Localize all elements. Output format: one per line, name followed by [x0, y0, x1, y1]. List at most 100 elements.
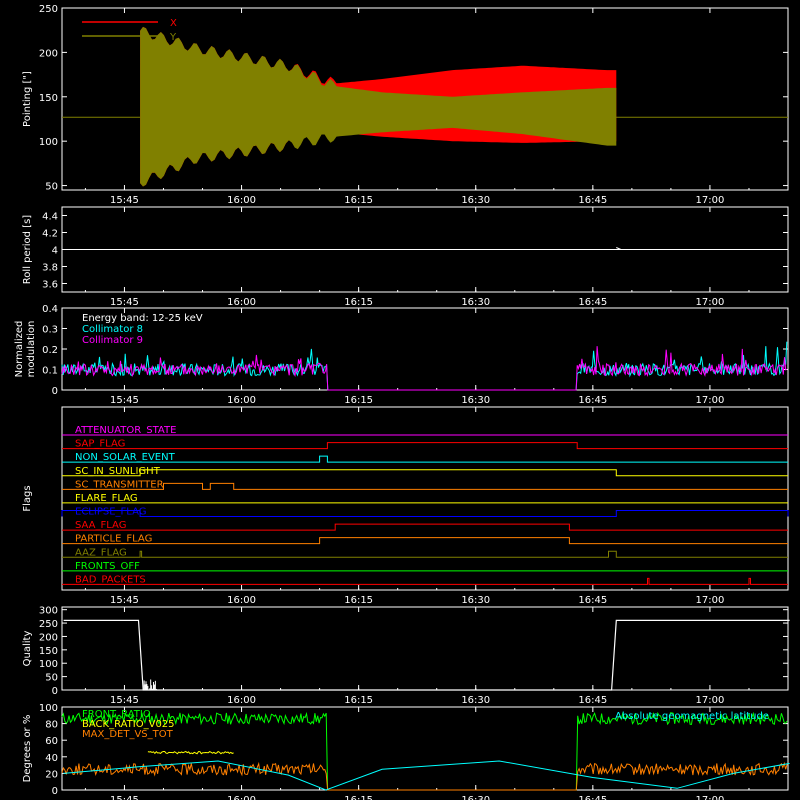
flag-line-particle_flag	[62, 537, 788, 545]
x-tick-label: 16:30	[461, 695, 490, 706]
x-tick-label: 16:45	[578, 395, 607, 406]
legend-label-3: Absolute geomagnetic latitude	[615, 711, 769, 722]
y-tick-label: 150	[39, 93, 58, 104]
series-collimator-1	[61, 346, 787, 391]
flag-line-eclipse_flag	[61, 510, 789, 517]
x-tick-label: 16:15	[344, 195, 373, 206]
x-tick-label: 15:45	[110, 297, 139, 308]
y-tick-label: 3.8	[42, 263, 58, 274]
panel-frame	[61, 7, 789, 191]
flag-line-non_solar_event	[62, 455, 788, 463]
x-tick-label: 16:45	[578, 795, 607, 800]
x-tick-label: 15:45	[110, 395, 139, 406]
y-tick-label: 0	[52, 386, 58, 397]
x-tick-label: 16:30	[461, 297, 490, 308]
flag-line-sc_transmitter	[62, 482, 788, 490]
flag-label-aaz_flag: AAZ_FLAG	[75, 547, 127, 558]
y-tick-label: 0.1	[42, 366, 58, 377]
y-tick-label: 250	[39, 4, 58, 15]
flag-label-sap_flag: SAP_FLAG	[75, 439, 125, 450]
y-tick-label: 200	[39, 48, 58, 59]
x-tick-label: 16:15	[344, 395, 373, 406]
x-tick-label: 16:45	[578, 695, 607, 706]
y-tick-label: 100	[39, 137, 58, 148]
flag-label-non_solar_event: NON_SOLAR_EVENT	[75, 452, 176, 463]
x-tick-label: 15:45	[110, 195, 139, 206]
y-axis-label: modulation	[26, 321, 37, 378]
y-tick-label: 300	[39, 606, 58, 617]
x-tick-label: 15:45	[110, 595, 139, 606]
x-tick-label: 16:45	[578, 297, 607, 308]
x-tick-label: 17:00	[696, 595, 725, 606]
flag-label-flare_flag: FLARE_FLAG	[75, 493, 138, 504]
x-tick-label: 16:00	[227, 297, 256, 308]
flag-line-sap_flag	[62, 442, 788, 450]
panel-4: 15:45 16:00 16:15 16:30 16:45 17:00 0 50 100 150 2…	[22, 606, 790, 706]
y-tick-label: 50	[45, 182, 58, 193]
panel-2: 15:45 16:00 16:15 16:30 16:45 17:00 0 0.1 0.2 0.3…	[14, 304, 789, 406]
panel-0: 15:45 16:00 16:15 16:30 16:45 17:00 50 100 150 20…	[22, 4, 789, 206]
panel-1: 15:45 16:00 16:15 16:30 16:45 17:00 3.6 3.8 4 4.2…	[22, 206, 789, 308]
x-tick-label: 15:45	[110, 795, 139, 800]
x-tick-label: 16:15	[344, 795, 373, 800]
series-absolute-geomagnetic-latitude	[63, 760, 790, 791]
x-tick-label: 16:45	[578, 595, 607, 606]
y-tick-label: 0.3	[42, 325, 58, 336]
y-tick-label: 0	[52, 786, 58, 797]
y-tick-label: 40	[45, 753, 58, 764]
flag-line-aaz_flag	[62, 550, 788, 558]
y-axis-label: Roll period [s]	[22, 215, 33, 284]
flag-line-saa_flag	[62, 523, 788, 531]
flag-label-sc_in_sunlight: SC_IN_SUNLIGHT	[75, 466, 161, 477]
y-tick-label: 200	[39, 632, 58, 643]
y-tick-label: 60	[45, 736, 58, 747]
legend-label-collimator-0: Collimator 8	[82, 324, 143, 335]
x-tick-label: 17:00	[696, 695, 725, 706]
y-tick-label: 0.2	[42, 345, 58, 356]
quality-line	[63, 619, 790, 691]
x-tick-label: 16:30	[461, 395, 490, 406]
x-tick-label: 17:00	[696, 297, 725, 308]
x-tick-label: 16:00	[227, 795, 256, 800]
panel-frame	[61, 406, 789, 591]
flag-line-bad_packets	[62, 577, 788, 585]
y-tick-label: 0.4	[42, 304, 58, 315]
y-axis-label: Normalized	[14, 321, 25, 378]
y-tick-label: 20	[45, 769, 58, 780]
x-tick-label: 16:15	[344, 595, 373, 606]
y-tick-label: 3.6	[42, 280, 58, 291]
panel-5: 15:45 16:00 16:15 16:30 16:45 17:00 0 20 40 60 80 1…	[22, 703, 790, 800]
flag-label-particle_flag: PARTICLE_FLAG	[75, 534, 152, 545]
y-tick-label: 80	[45, 720, 58, 731]
series-back_ratio_v025	[147, 750, 234, 755]
x-tick-label: 16:00	[227, 395, 256, 406]
x-tick-label: 16:30	[461, 595, 490, 606]
x-tick-label: 16:00	[227, 695, 256, 706]
flag-label-bad_packets: BAD_PACKETS	[75, 574, 146, 585]
roll-period-blip	[616, 247, 622, 250]
y-tick-label: 250	[39, 619, 58, 630]
y-tick-label: 0	[52, 686, 58, 697]
series-Y-band	[140, 26, 617, 187]
y-axis-label: Flags	[22, 485, 33, 511]
y-axis-label: Pointing ["]	[22, 71, 33, 127]
legend-label-collimator-1: Collimator 9	[82, 335, 143, 346]
legend-label-Y: Y	[169, 32, 177, 43]
flag-line-sc_in_sunlight	[62, 469, 788, 477]
x-tick-label: 17:00	[696, 395, 725, 406]
x-tick-label: 16:00	[227, 595, 256, 606]
x-tick-label: 16:30	[461, 195, 490, 206]
x-tick-label: 16:15	[344, 695, 373, 706]
x-tick-label: 16:15	[344, 297, 373, 308]
legend-label-1: BACK_RATIO_V025	[82, 719, 175, 730]
legend-label-X: X	[170, 18, 177, 29]
x-tick-label: 17:00	[696, 795, 725, 800]
y-tick-label: 50	[45, 673, 58, 684]
y-axis-label: Quality	[22, 631, 33, 667]
y-tick-label: 4	[52, 246, 58, 257]
legend-label-0: FRONT_RATIO	[82, 709, 151, 720]
flag-label-saa_flag: SAA_FLAG	[75, 520, 126, 531]
y-tick-label: 4.2	[42, 229, 58, 240]
flag-label-fronts_off: FRONTS_OFF	[75, 561, 140, 572]
